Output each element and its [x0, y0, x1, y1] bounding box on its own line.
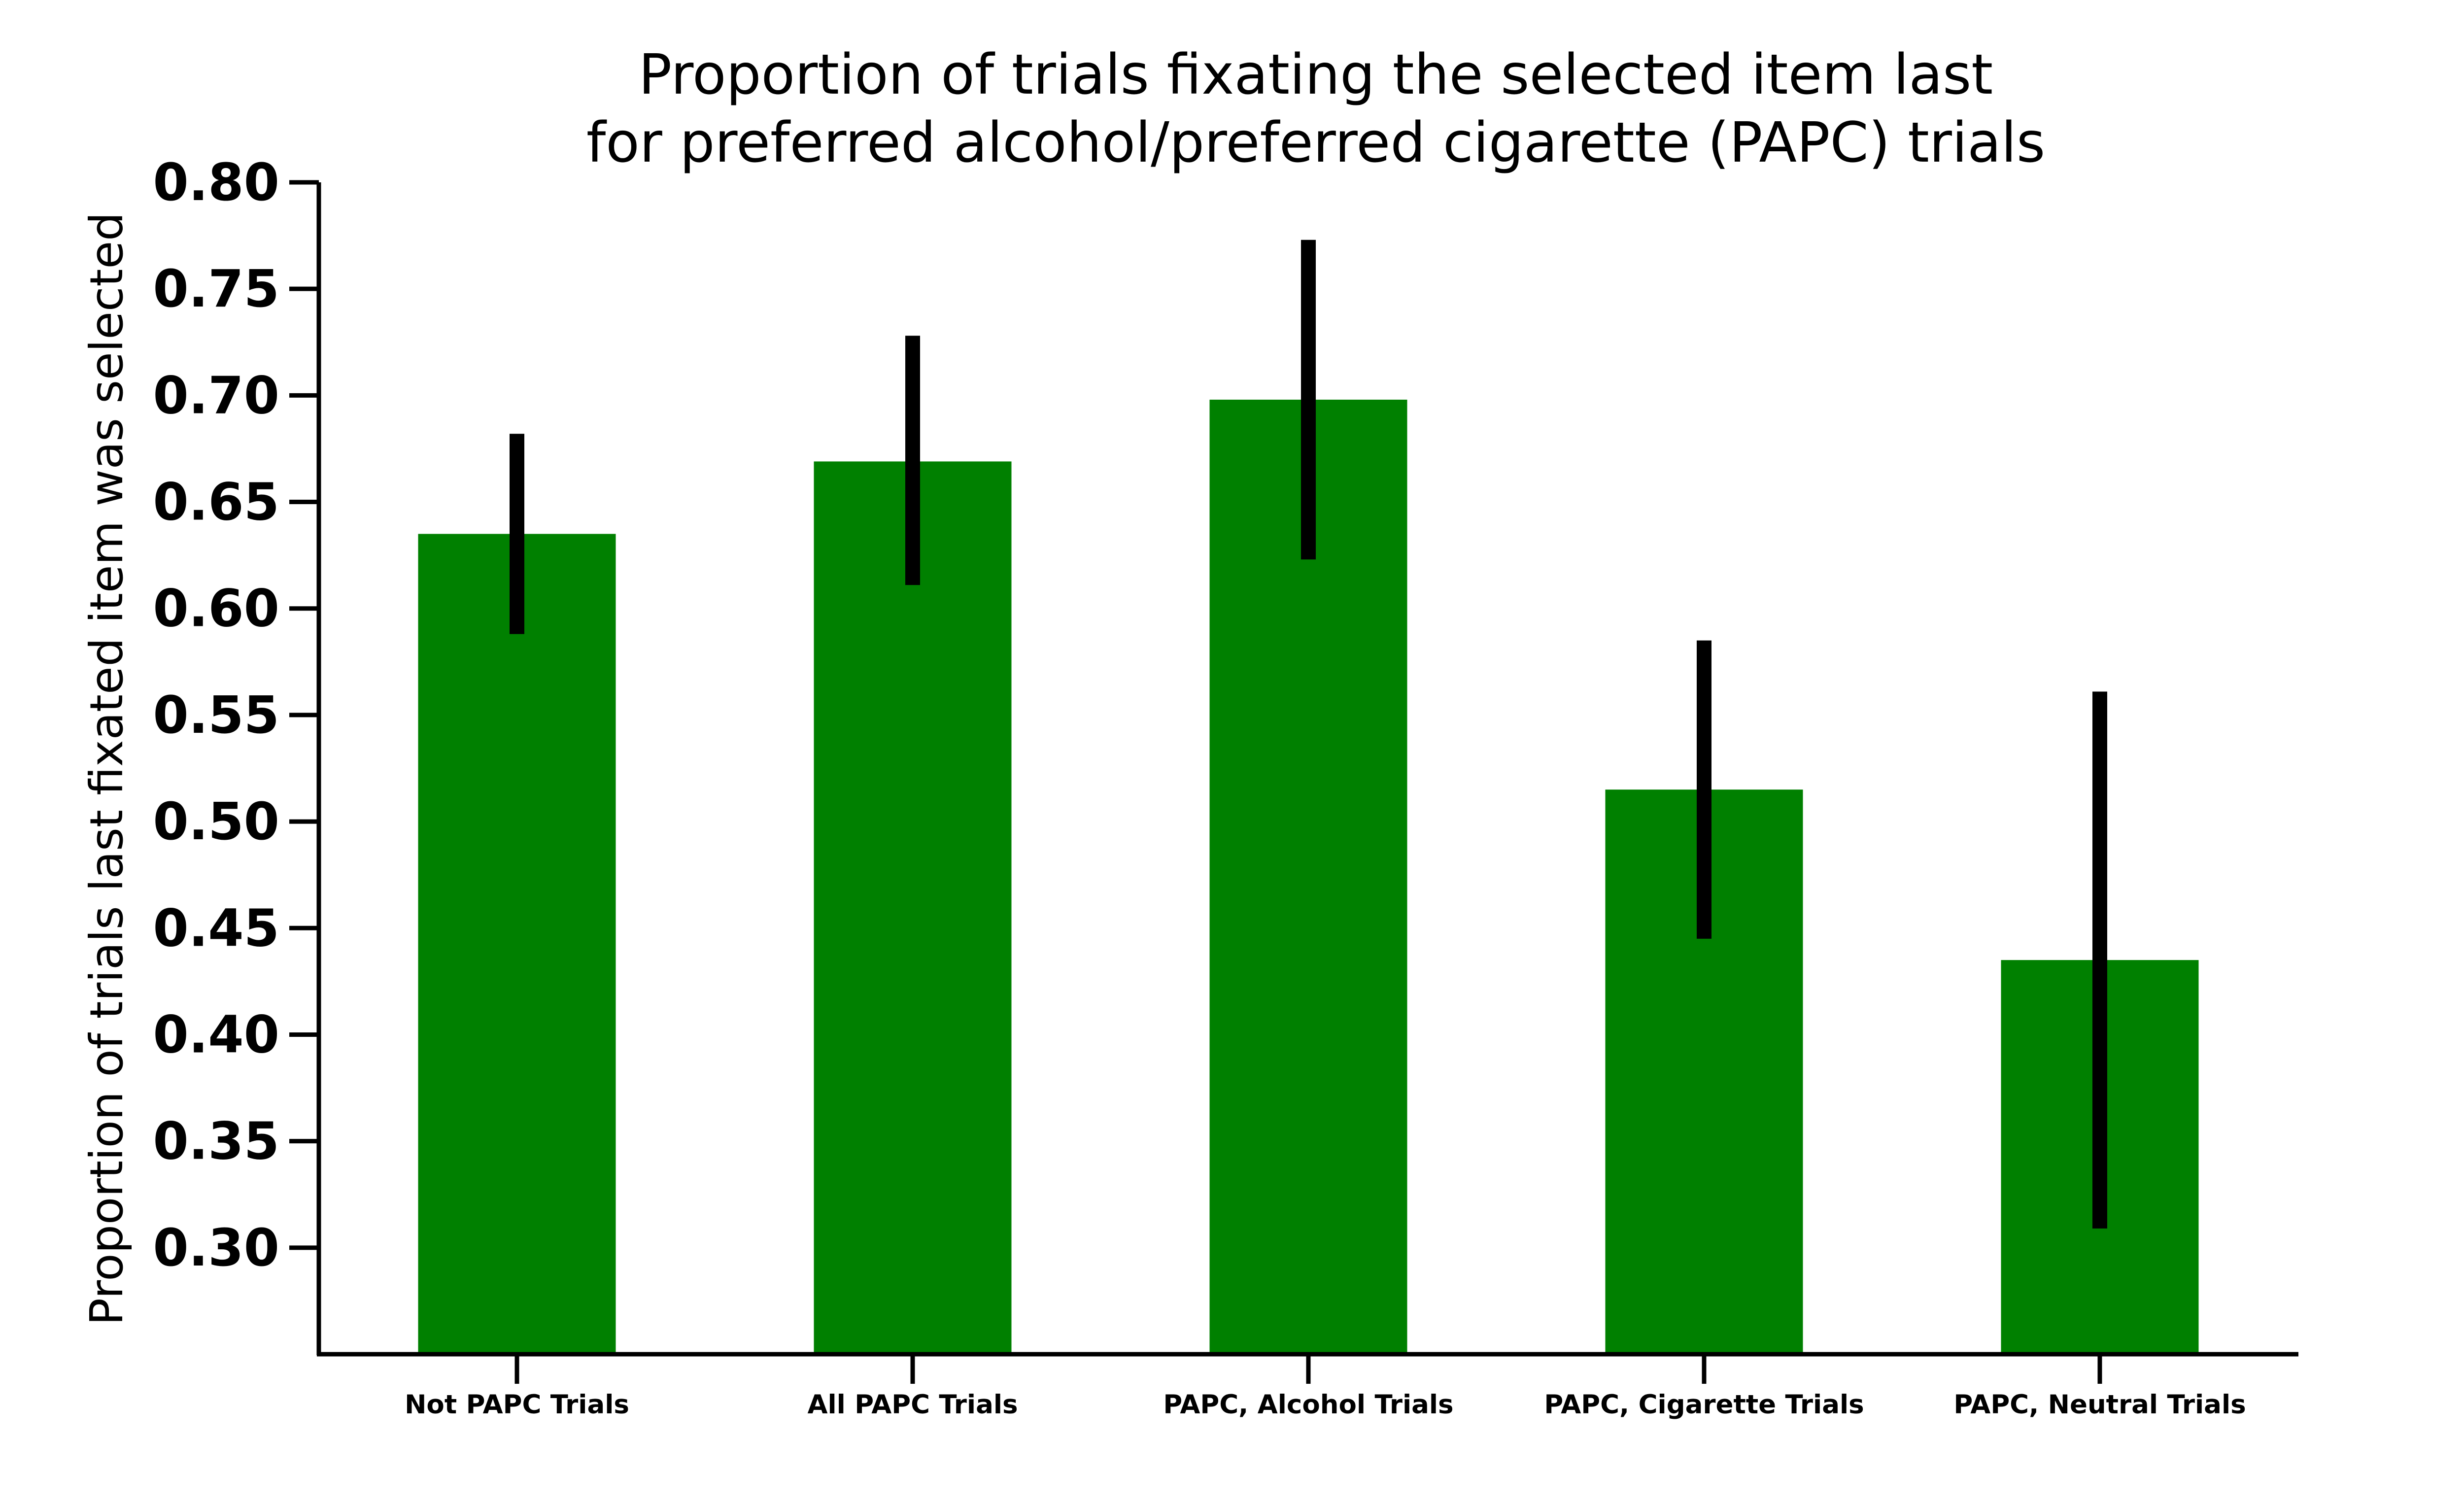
y-tick-label: 0.80: [153, 152, 279, 212]
y-tick-label: 0.75: [153, 259, 279, 319]
x-axis-ticks: Not PAPC Trials All PAPC Trials PAPC, Alco…: [405, 1354, 2246, 1420]
y-tick-label: 0.55: [153, 685, 279, 745]
x-tick-label: Not PAPC Trials: [405, 1390, 629, 1420]
y-tick-label: 0.45: [153, 898, 279, 958]
y-tick-label: 0.60: [153, 579, 279, 639]
x-tick-label: PAPC, Cigarette Trials: [1544, 1390, 1864, 1420]
chart-title-line-1: Proportion of trials fixating the select…: [639, 43, 1993, 107]
x-tick-label: PAPC, Alcohol Trials: [1163, 1390, 1453, 1420]
chart-title-line-2: for preferred alcohol/preferred cigarett…: [586, 111, 2045, 175]
x-tick-label: PAPC, Neutral Trials: [1953, 1390, 2246, 1420]
x-tick-label: All PAPC Trials: [807, 1390, 1018, 1420]
y-tick-label: 0.35: [153, 1111, 279, 1171]
bar: [418, 534, 616, 1354]
y-axis-ticks: 0.30 0.35 0.40 0.45 0.50 0.55 0.60 0.65 0.70 0.75…: [153, 152, 319, 1278]
y-axis-label: Proportion of trials last fixated item w…: [80, 212, 133, 1326]
y-tick-label: 0.40: [153, 1004, 279, 1064]
y-tick-label: 0.65: [153, 472, 279, 532]
y-tick-label: 0.70: [153, 365, 279, 425]
bar: [814, 461, 1012, 1354]
error-bars: [510, 240, 2107, 1229]
y-tick-label: 0.50: [153, 791, 279, 852]
y-tick-label: 0.30: [153, 1218, 279, 1278]
